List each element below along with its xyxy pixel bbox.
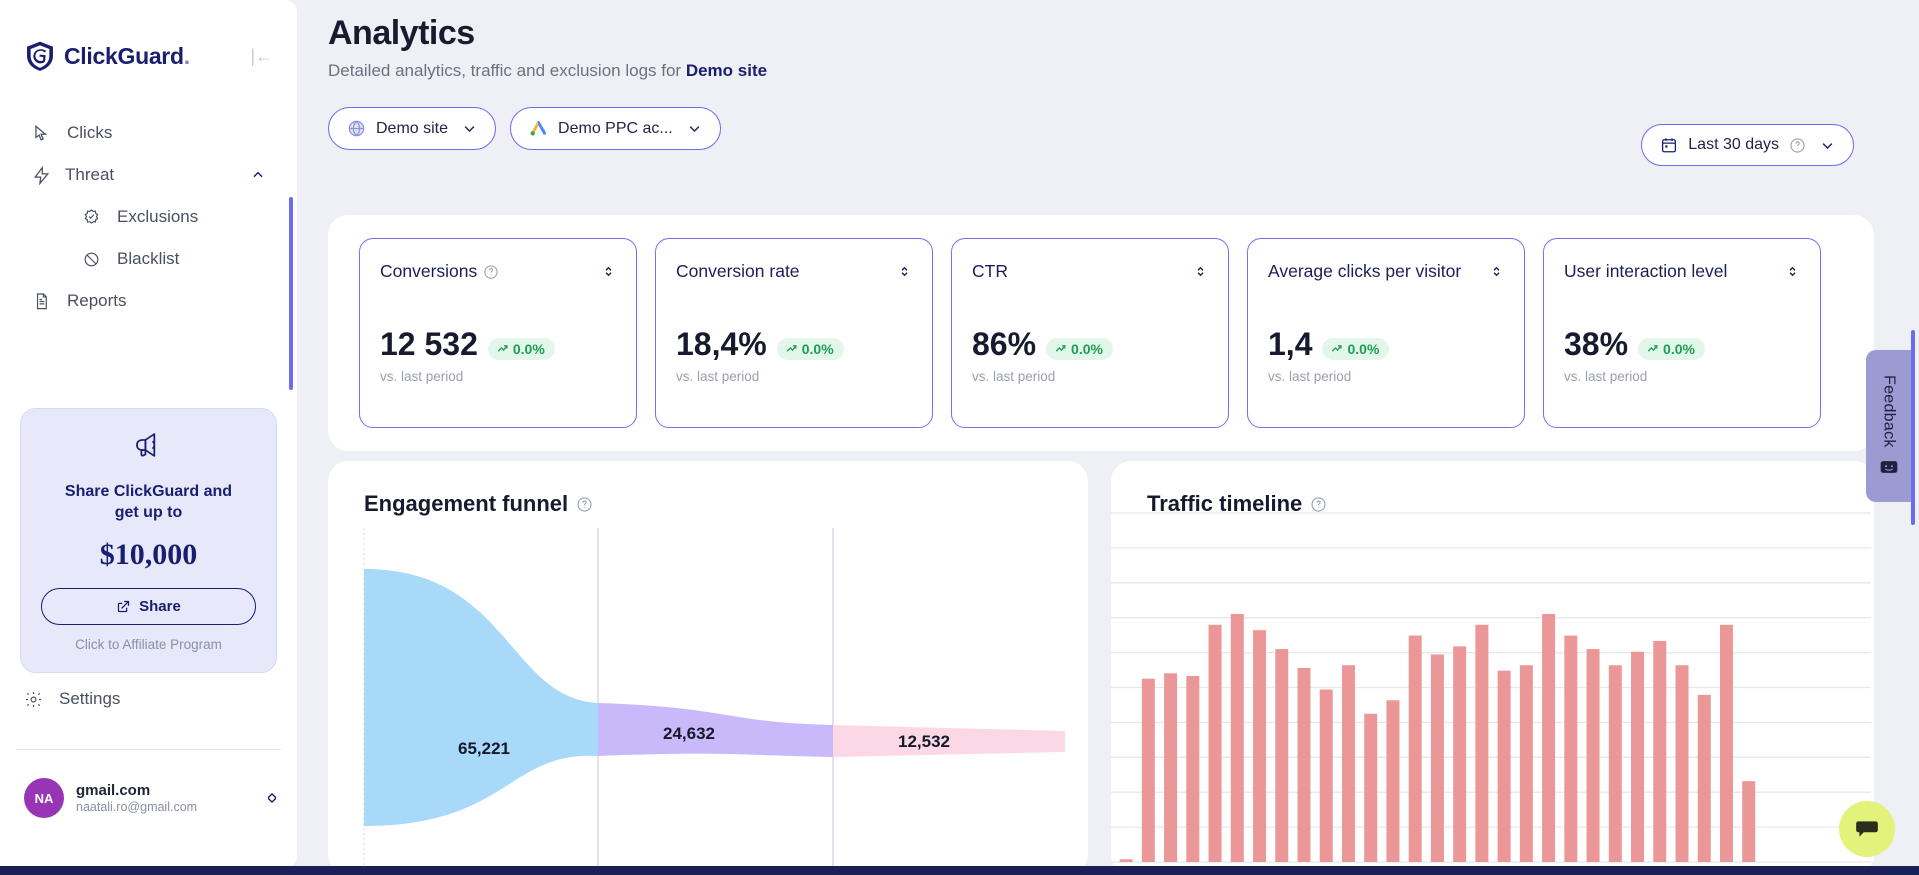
- svg-text:65,221: 65,221: [458, 739, 510, 758]
- svg-text:24,632: 24,632: [663, 724, 715, 743]
- svg-text:12,532: 12,532: [898, 732, 950, 751]
